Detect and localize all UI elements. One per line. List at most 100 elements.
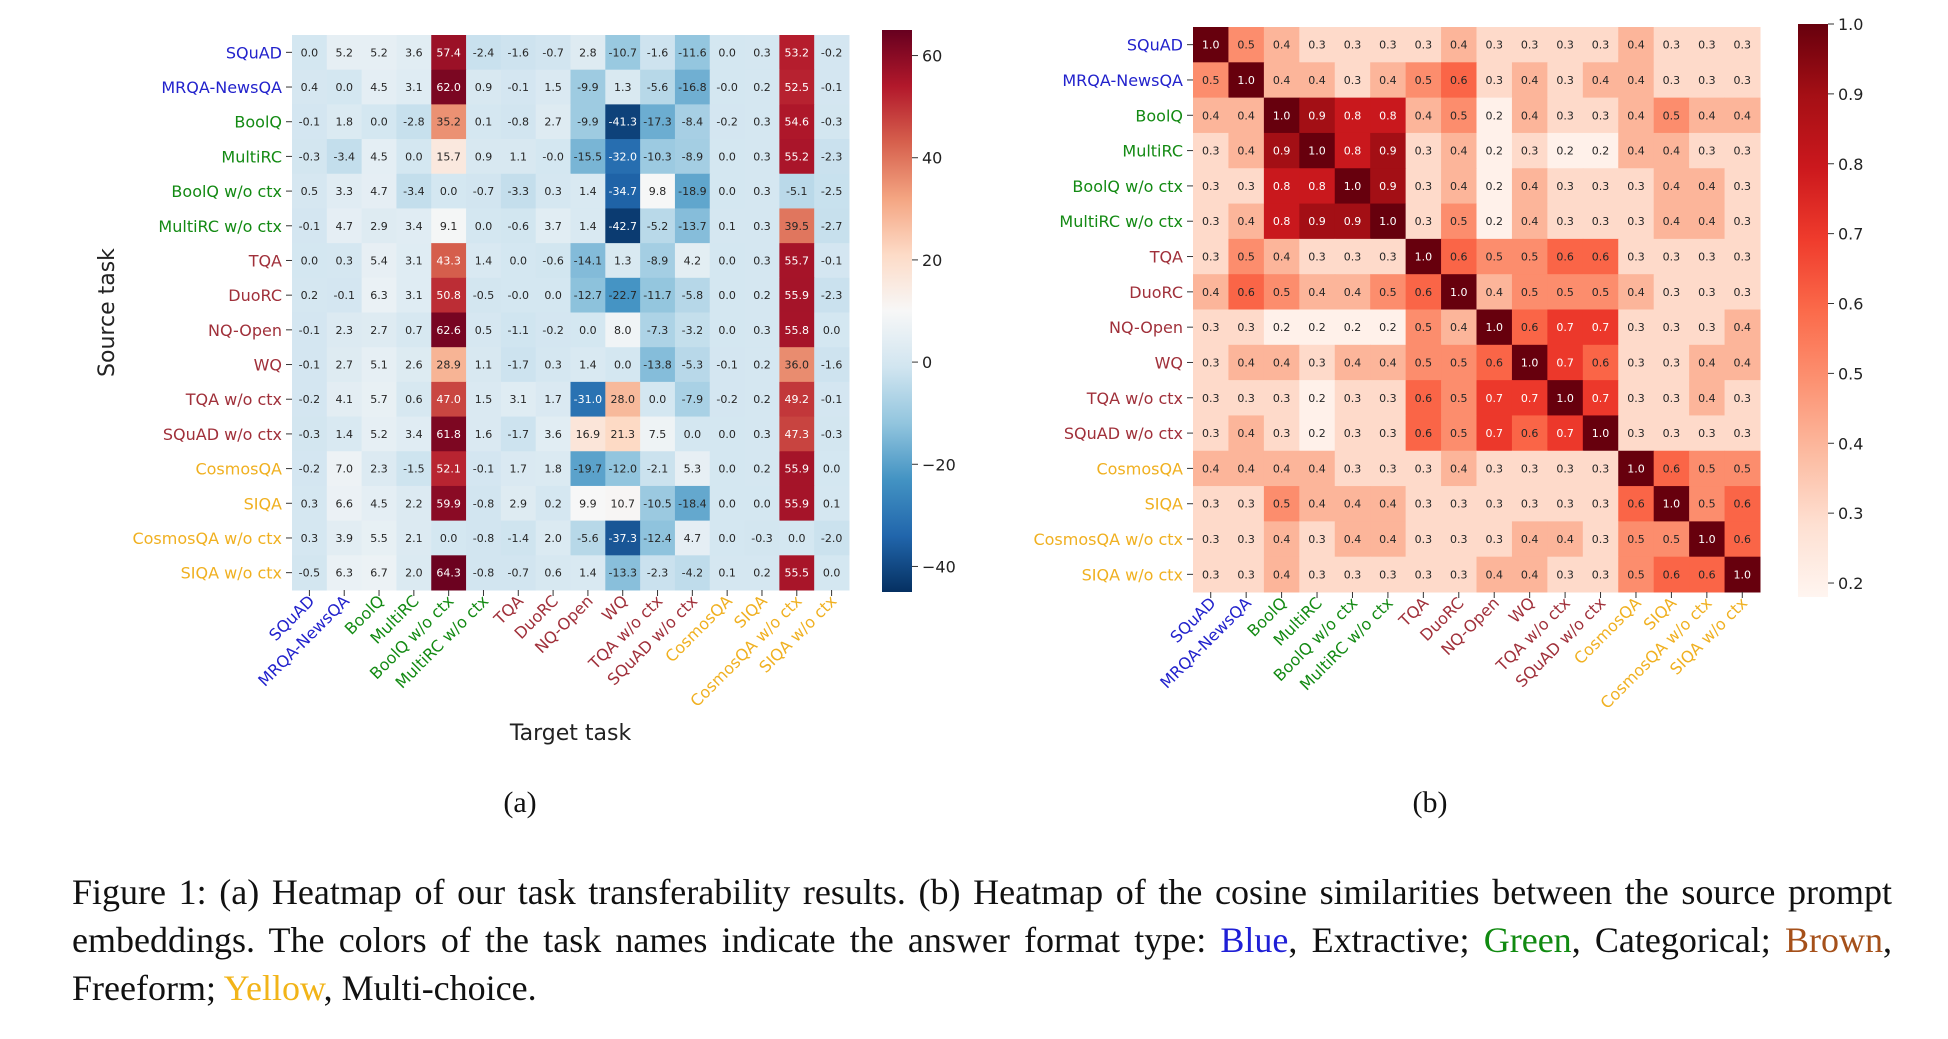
- cell-value-label: 0.0: [544, 289, 562, 302]
- heatmap-cell: [1370, 344, 1407, 381]
- heatmap-cell: [535, 347, 571, 383]
- heatmap-cell: [431, 520, 467, 556]
- cell-value-label: 0.3: [1734, 427, 1752, 440]
- heatmap-cell: [466, 381, 502, 418]
- heatmap-cell: [1193, 27, 1229, 63]
- colorbar-tick-label: 60: [922, 47, 942, 66]
- heatmap-cell: [1724, 27, 1761, 63]
- heatmap-cell: [326, 451, 363, 487]
- heatmap-cell: [1689, 62, 1726, 99]
- heatmap-cell: [1653, 344, 1690, 381]
- heatmap-cell: [1263, 309, 1300, 346]
- cell-value-label: 0.3: [544, 359, 562, 372]
- cell-value-label: 0.3: [1556, 215, 1574, 228]
- heatmap-cell: [1263, 415, 1300, 452]
- heatmap-cell: [1476, 309, 1513, 346]
- heatmap-cell: [1405, 344, 1442, 381]
- cell-value-label: -1.5: [403, 463, 424, 476]
- cell-value-label: 0.3: [1627, 427, 1645, 440]
- cell-value-label: 2.9: [370, 220, 388, 233]
- cell-value-label: 0.7: [1556, 356, 1574, 369]
- cell-value-label: 21.3: [610, 428, 635, 441]
- cell-value-label: 0.3: [1344, 568, 1362, 581]
- heatmap-cell: [674, 347, 711, 383]
- heatmap-cell: [1724, 274, 1761, 310]
- heatmap-cell: [326, 139, 363, 175]
- heatmap-cell: [1653, 486, 1690, 522]
- heatmap-cell: [744, 416, 780, 452]
- heatmap-cell: [292, 277, 328, 313]
- heatmap-cell: [292, 520, 328, 556]
- heatmap-cell: [674, 451, 711, 487]
- heatmap-cell: [1334, 238, 1371, 275]
- cell-value-label: 0.5: [1627, 568, 1645, 581]
- cell-value-label: 0.3: [1663, 251, 1681, 264]
- cell-value-label: 5.1: [370, 359, 388, 372]
- cell-value-label: 0.8: [1273, 180, 1291, 193]
- cell-value-label: -15.5: [574, 150, 602, 163]
- heatmap-cell: [1228, 238, 1265, 275]
- cell-value-label: 5.2: [370, 46, 388, 59]
- cell-value-label: -1.6: [821, 359, 842, 372]
- cell-value-label: 0.3: [1415, 215, 1433, 228]
- heatmap-cell: [570, 35, 606, 71]
- cell-value-label: 39.5: [785, 220, 810, 233]
- cell-value-label: -12.7: [574, 289, 602, 302]
- heatmap-cell: [1618, 97, 1655, 134]
- heatmap-cell: [814, 451, 850, 487]
- cell-value-label: -31.0: [574, 393, 602, 406]
- cell-value-label: 0.3: [1485, 498, 1503, 511]
- heatmap-cell: [570, 416, 606, 452]
- heatmap-cell: [1370, 132, 1407, 169]
- heatmap-cell: [1334, 97, 1371, 134]
- heatmap-cell: [1263, 27, 1300, 63]
- heatmap-cell: [1476, 274, 1513, 310]
- heatmap-cell: [1263, 168, 1300, 205]
- heatmap-cell: [1441, 415, 1477, 452]
- heatmap-cell: [1370, 556, 1407, 593]
- cell-value-label: -14.1: [574, 254, 602, 267]
- heatmap-cell: [1405, 97, 1442, 134]
- heatmap-cell: [640, 485, 676, 522]
- heatmap-cell: [500, 139, 537, 175]
- heatmap-cell: [1263, 274, 1300, 310]
- cell-value-label: 0.0: [718, 289, 736, 302]
- heatmap-cell: [779, 139, 815, 175]
- cell-value-label: 0.3: [1202, 498, 1220, 511]
- heatmap-cell: [500, 381, 537, 418]
- heatmap-cell: [605, 104, 641, 140]
- heatmap-cell: [1263, 238, 1300, 275]
- heatmap-cell: [1228, 380, 1265, 416]
- heatmap-cell: [640, 35, 676, 71]
- caption-text-3: , Categorical;: [1571, 920, 1786, 960]
- colorbar-tick-label: 0.7: [1838, 225, 1863, 244]
- cell-value-label: 0.3: [1202, 145, 1220, 158]
- heatmap-cell: [640, 104, 676, 140]
- cell-value-label: 2.2: [405, 497, 423, 510]
- cell-value-label: 1.4: [579, 359, 597, 372]
- cell-value-label: 0.3: [1627, 392, 1645, 405]
- caption-blue: Blue: [1220, 920, 1289, 960]
- cell-value-label: -9.9: [577, 81, 598, 94]
- cell-value-label: 0.0: [718, 254, 736, 267]
- heatmap-cell: [1618, 486, 1655, 522]
- cell-value-label: 5.4: [370, 254, 388, 267]
- heatmap-cell: [1370, 380, 1407, 416]
- cell-value-label: -2.7: [821, 220, 842, 233]
- heatmap-cell: [1653, 521, 1690, 558]
- heatmap-cell: [1299, 309, 1336, 346]
- heatmap-cell: [1193, 238, 1229, 275]
- cell-value-label: -1.1: [508, 324, 529, 337]
- heatmap-cell: [1370, 203, 1407, 240]
- cell-value-label: -10.5: [643, 497, 671, 510]
- cell-value-label: 0.1: [823, 497, 841, 510]
- cell-value-label: 0.3: [1379, 462, 1397, 475]
- heatmap-cell: [1653, 415, 1690, 452]
- cell-value-label: 52.5: [785, 81, 810, 94]
- cell-value-label: -3.4: [403, 185, 424, 198]
- cell-value-label: 0.3: [1521, 39, 1539, 52]
- heatmap-cell: [605, 69, 641, 105]
- heatmap-cell: [1653, 274, 1690, 310]
- cell-value-label: 0.2: [1273, 321, 1291, 334]
- cell-value-label: 0.3: [753, 150, 771, 163]
